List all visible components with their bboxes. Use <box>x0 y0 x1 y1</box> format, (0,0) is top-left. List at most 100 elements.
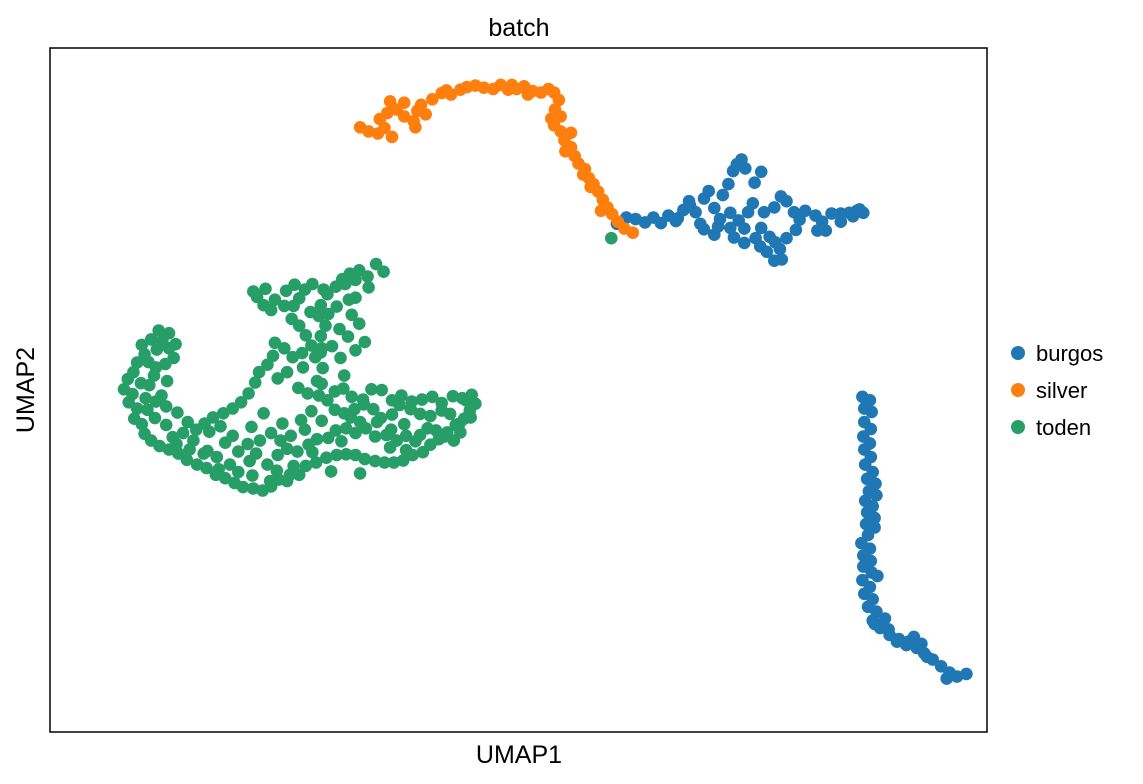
point-silver <box>414 98 428 112</box>
point-toden <box>298 423 312 437</box>
point-silver <box>554 110 567 123</box>
legend-marker-burgos <box>1011 346 1025 360</box>
point-toden <box>291 445 304 458</box>
point-toden <box>305 404 318 418</box>
legend-marker-silver <box>1011 383 1025 397</box>
point-burgos <box>853 203 866 216</box>
point-silver <box>564 126 578 140</box>
point-burgos <box>738 222 751 235</box>
point-toden <box>232 445 245 458</box>
point-toden <box>170 437 183 451</box>
point-toden <box>223 458 237 471</box>
legend: burgos silver toden <box>1011 341 1103 440</box>
point-toden <box>252 365 266 379</box>
point-toden <box>335 435 348 448</box>
point-toden <box>268 336 282 350</box>
point-silver <box>505 78 519 92</box>
point-burgos <box>915 637 928 651</box>
point-toden <box>352 317 366 331</box>
point-burgos <box>774 190 788 203</box>
point-toden <box>314 329 328 343</box>
point-toden <box>261 358 274 372</box>
point-toden <box>345 390 359 404</box>
point-toden <box>385 394 399 407</box>
point-toden <box>339 448 353 461</box>
point-silver <box>383 95 397 108</box>
legend-label-silver: silver <box>1036 378 1087 403</box>
point-toden <box>135 338 149 352</box>
point-toden <box>375 383 389 397</box>
point-toden <box>162 326 176 340</box>
point-burgos <box>900 638 913 652</box>
point-burgos <box>724 206 737 220</box>
point-silver <box>440 84 453 97</box>
point-silver <box>397 96 411 109</box>
point-burgos <box>798 204 812 218</box>
point-burgos <box>825 207 838 220</box>
point-silver <box>426 93 439 106</box>
point-toden <box>212 463 225 476</box>
point-toden <box>276 417 289 430</box>
point-toden <box>280 365 294 379</box>
point-toden <box>253 434 267 447</box>
point-burgos <box>787 205 801 219</box>
point-toden <box>415 393 429 406</box>
point-toden <box>353 467 367 480</box>
point-burgos <box>727 231 741 244</box>
point-toden <box>338 277 352 291</box>
point-toden <box>189 423 203 437</box>
point-toden <box>324 465 338 478</box>
point-toden <box>247 482 260 495</box>
point-toden <box>405 395 419 408</box>
point-toden <box>383 441 397 454</box>
point-toden <box>159 418 173 432</box>
point-toden <box>271 448 285 462</box>
point-burgos <box>739 162 752 175</box>
point-toden <box>345 308 359 322</box>
point-toden <box>144 333 158 346</box>
point-toden <box>171 406 184 419</box>
point-burgos <box>768 254 781 267</box>
point-toden <box>155 389 168 402</box>
point-burgos <box>746 197 760 210</box>
point-toden <box>314 298 328 312</box>
point-toden <box>358 335 372 349</box>
point-toden <box>159 400 173 413</box>
point-burgos <box>716 188 730 202</box>
point-toden <box>217 407 230 420</box>
series-burgos <box>610 153 973 685</box>
point-toden <box>226 429 239 443</box>
point-toden <box>284 429 298 443</box>
point-toden <box>130 402 144 415</box>
point-silver <box>385 130 399 144</box>
point-toden <box>349 426 362 440</box>
point-toden <box>385 408 399 421</box>
point-toden <box>241 437 254 451</box>
point-toden <box>356 393 370 406</box>
point-silver <box>409 121 422 134</box>
point-toden <box>337 382 350 395</box>
point-toden <box>306 445 319 459</box>
point-toden <box>315 414 329 428</box>
point-silver <box>626 226 640 239</box>
point-silver <box>521 88 535 101</box>
point-toden <box>370 415 384 429</box>
point-burgos <box>960 667 973 681</box>
point-burgos <box>789 223 803 237</box>
point-toden <box>135 417 149 431</box>
point-toden <box>365 383 378 396</box>
point-toden <box>349 344 362 357</box>
point-toden <box>349 273 362 287</box>
point-toden <box>328 403 342 417</box>
point-toden <box>319 319 332 333</box>
point-toden <box>309 456 323 469</box>
point-toden <box>446 389 460 403</box>
point-toden <box>361 270 374 283</box>
point-toden <box>396 454 410 467</box>
point-toden <box>249 447 263 460</box>
point-burgos <box>702 184 715 198</box>
x-axis-label: UMAP1 <box>476 741 562 769</box>
point-burgos <box>868 617 881 631</box>
point-burgos <box>738 236 751 250</box>
